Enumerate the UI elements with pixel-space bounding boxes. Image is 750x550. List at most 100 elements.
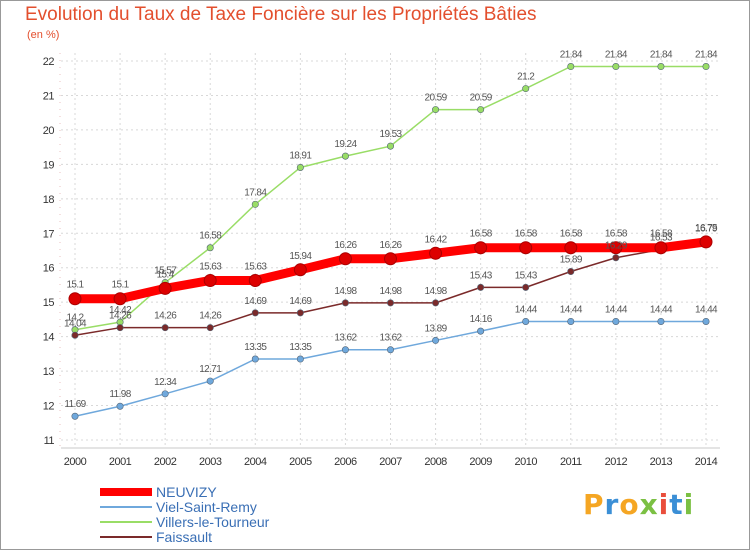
data-point-Viel-Saint-Remy — [432, 336, 440, 344]
data-label-NEUVIZY: 16.26 — [334, 240, 357, 251]
x-tick-label: 2014 — [695, 456, 718, 468]
data-label-NEUVIZY: 16.75 — [695, 223, 718, 234]
data-label-Villers-le-Tourneur: 16.58 — [199, 231, 222, 242]
data-label-Viel-Saint-Remy: 13.35 — [244, 342, 267, 353]
x-tick-label: 2010 — [514, 456, 537, 468]
data-point-NEUVIZY — [248, 273, 262, 287]
data-point-Viel-Saint-Remy — [71, 412, 79, 420]
data-point-NEUVIZY — [609, 241, 623, 255]
data-label-Villers-le-Tourneur: 20.59 — [425, 93, 448, 104]
y-tick-label: 19 — [43, 159, 55, 171]
data-label-NEUVIZY: 16.26 — [379, 240, 402, 251]
chart-unit-label: (en %) — [27, 29, 60, 41]
data-label-Faissault: 14.69 — [244, 296, 267, 307]
data-label-Villers-le-Tourneur: 18.91 — [289, 150, 312, 161]
y-tick-label: 11 — [44, 435, 55, 447]
x-tick-label: 2011 — [560, 456, 582, 468]
y-tick-label: 16 — [43, 263, 55, 275]
data-label-Viel-Saint-Remy: 13.35 — [289, 342, 312, 353]
data-point-Viel-Saint-Remy — [657, 317, 665, 325]
data-label-Villers-le-Tourneur: 21.84 — [560, 50, 583, 61]
data-label-Faissault: 14.98 — [379, 286, 402, 297]
data-label-Villers-le-Tourneur: 21.84 — [650, 50, 673, 61]
data-label-NEUVIZY: 16.58 — [560, 229, 583, 240]
legend-label: Faissault — [156, 529, 213, 545]
data-point-Faissault — [116, 324, 124, 332]
data-label-Viel-Saint-Remy: 13.89 — [425, 323, 448, 334]
data-label-NEUVIZY: 15.94 — [289, 251, 312, 262]
y-tick-label: 14 — [43, 332, 55, 344]
data-point-NEUVIZY — [429, 246, 443, 260]
data-point-Viel-Saint-Remy — [702, 317, 710, 325]
x-tick-label: 2012 — [605, 456, 628, 468]
data-label-Villers-le-Tourneur: 21.84 — [695, 50, 718, 61]
axis-layer: 11 12 13 14 15 16 17 18 19 20 21 22 2000 2001 2002 2003… — [43, 53, 720, 468]
legend-swatch — [100, 536, 152, 538]
data-point-Faissault — [567, 268, 575, 276]
y-tick-label: 17 — [43, 228, 55, 240]
data-point-Viel-Saint-Remy — [567, 317, 575, 325]
data-point-NEUVIZY — [68, 292, 82, 306]
data-label-Viel-Saint-Remy: 14.44 — [515, 304, 538, 315]
data-point-Viel-Saint-Remy — [251, 355, 259, 363]
legend-label: NEUVIZY — [156, 484, 217, 500]
data-point-NEUVIZY — [654, 241, 668, 255]
data-label-Viel-Saint-Remy: 13.62 — [379, 333, 402, 344]
x-tick-label: 2007 — [379, 456, 402, 468]
legend-label: Viel-Saint-Remy — [156, 499, 257, 515]
data-label-Villers-le-Tourneur: 21.2 — [517, 72, 535, 83]
data-point-NEUVIZY — [474, 241, 488, 255]
data-label-Faissault: 15.43 — [470, 270, 493, 281]
x-tick-label: 2003 — [199, 456, 222, 468]
data-point-Villers-le-Tourneur — [702, 63, 710, 71]
legend-item: Villers-le-Tourneur — [100, 514, 360, 530]
data-point-Villers-le-Tourneur — [386, 142, 394, 150]
data-label-Viel-Saint-Remy: 12.34 — [154, 377, 177, 388]
data-label-Villers-le-Tourneur: 17.84 — [244, 187, 267, 198]
data-label-Viel-Saint-Remy: 14.44 — [605, 304, 628, 315]
y-tick-label: 15 — [43, 297, 55, 309]
series-layer — [68, 63, 713, 420]
legend-label: Villers-le-Tourneur — [156, 514, 270, 530]
data-point-Viel-Saint-Remy — [296, 355, 304, 363]
legend-swatch — [100, 506, 152, 508]
data-point-NEUVIZY — [519, 241, 533, 255]
data-label-Faissault: 15.43 — [515, 270, 538, 281]
chart-title: Evolution du Taux de Taxe Foncière sur l… — [25, 4, 537, 25]
data-point-Villers-le-Tourneur — [612, 63, 620, 71]
data-point-NEUVIZY — [203, 273, 217, 287]
data-label-Faissault: 14.26 — [109, 311, 132, 322]
logo-letter: i — [683, 488, 695, 521]
data-point-Faissault — [206, 324, 214, 332]
logo-letter: o — [619, 488, 640, 521]
data-point-Faissault — [341, 299, 349, 307]
x-tick-label: 2001 — [109, 456, 132, 468]
data-point-Faissault — [522, 283, 530, 291]
data-label-Villers-le-Tourneur: 20.59 — [470, 93, 493, 104]
data-label-layer: 15.1 15.1 15.4 15.63 15.63 15.94 16.26 16.26 16.… — [64, 50, 719, 411]
data-point-Faissault — [432, 299, 440, 307]
y-tick-label: 21 — [43, 90, 55, 102]
data-point-NEUVIZY — [113, 292, 127, 306]
legend-swatch — [100, 488, 152, 496]
x-tick-label: 2002 — [154, 456, 177, 468]
x-tick-label: 2005 — [289, 456, 312, 468]
data-label-Viel-Saint-Remy: 11.98 — [109, 389, 131, 400]
y-tick-label: 12 — [43, 401, 55, 413]
data-point-NEUVIZY — [564, 241, 578, 255]
x-tick-label: 2009 — [469, 456, 492, 468]
legend-item: Viel-Saint-Remy — [100, 499, 360, 515]
data-label-Viel-Saint-Remy: 14.16 — [470, 314, 493, 325]
data-point-Villers-le-Tourneur — [432, 106, 440, 114]
data-point-Faissault — [386, 299, 394, 307]
legend-item: Faissault — [100, 529, 360, 545]
data-label-NEUVIZY: 15.63 — [199, 261, 222, 272]
data-point-Viel-Saint-Remy — [522, 317, 530, 325]
legend: NEUVIZY Viel-Saint-Remy Villers-le-Tourneu… — [100, 484, 360, 546]
logo-letter: t — [669, 488, 684, 521]
data-label-Viel-Saint-Remy: 14.44 — [695, 304, 718, 315]
data-label-NEUVIZY: 15.4 — [157, 269, 175, 280]
data-label-Faissault: 16.29 — [605, 241, 628, 252]
data-label-Faissault: 14.26 — [154, 311, 177, 322]
logo-letter: i — [658, 488, 670, 521]
